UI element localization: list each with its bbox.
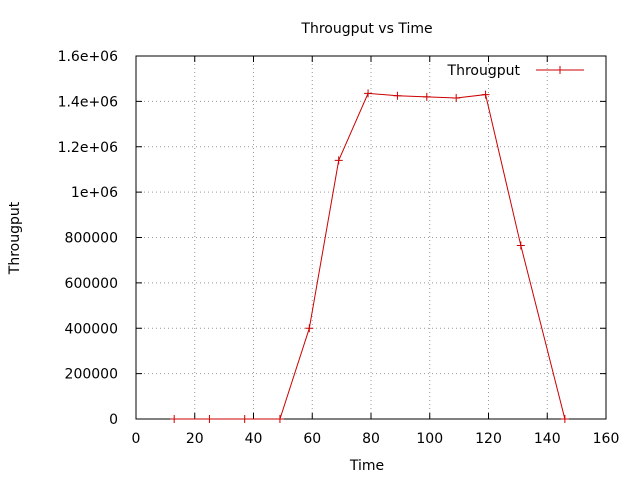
data-point-marker [170, 415, 179, 423]
x-tick-label: 60 [303, 431, 321, 447]
data-point-marker [305, 324, 314, 333]
y-tick-label: 800000 [65, 231, 118, 247]
x-tick-labels: 0 20 40 60 80 100 120 140 160 [132, 431, 620, 447]
data-point-marker [205, 415, 214, 423]
x-tick-label: 120 [475, 431, 502, 447]
y-tick-label: 1.4e+06 [58, 94, 119, 110]
data-point-marker [364, 89, 373, 98]
y-tick-label: 400000 [65, 321, 118, 337]
y-tick-label: 1e+06 [71, 185, 118, 201]
y-tick-label: 1.2e+06 [58, 140, 119, 156]
y-tick-label: 200000 [65, 367, 118, 383]
legend: Througput [447, 63, 584, 79]
legend-label-througput: Througput [447, 63, 521, 79]
y-tick-labels: 0 200000 400000 600000 800000 1e+06 1.2e+06 1.4… [58, 49, 119, 428]
legend-marker-sample [556, 66, 564, 74]
data-point-marker [393, 91, 402, 100]
x-tick-label: 80 [362, 431, 380, 447]
data-point-marker [240, 415, 249, 423]
data-point-marker [275, 415, 284, 423]
grid-lines [136, 56, 606, 419]
y-tick-label: 600000 [65, 276, 118, 292]
x-tick-label: 160 [593, 431, 620, 447]
plot-frame [135, 55, 607, 420]
data-point-marker [481, 90, 490, 99]
y-axis-title: Througput [7, 201, 23, 275]
x-axis-title: Time [349, 458, 384, 474]
x-tick-label: 40 [245, 431, 263, 447]
x-tick-label: 100 [416, 431, 443, 447]
data-point-marker [422, 92, 431, 101]
y-tick-label: 0 [109, 412, 118, 428]
chart-title: Througput vs Time [300, 21, 432, 37]
x-tick-label: 0 [132, 431, 141, 447]
data-point-marker [334, 156, 343, 165]
data-point-marker [560, 415, 569, 423]
y-tick-label: 1.6e+06 [58, 49, 119, 65]
x-tick-label: 140 [534, 431, 561, 447]
series-layer [170, 89, 569, 423]
series-line-0 [174, 92, 566, 420]
data-point-marker [452, 93, 461, 102]
data-point-marker [516, 241, 525, 250]
x-tick-label: 20 [186, 431, 204, 447]
